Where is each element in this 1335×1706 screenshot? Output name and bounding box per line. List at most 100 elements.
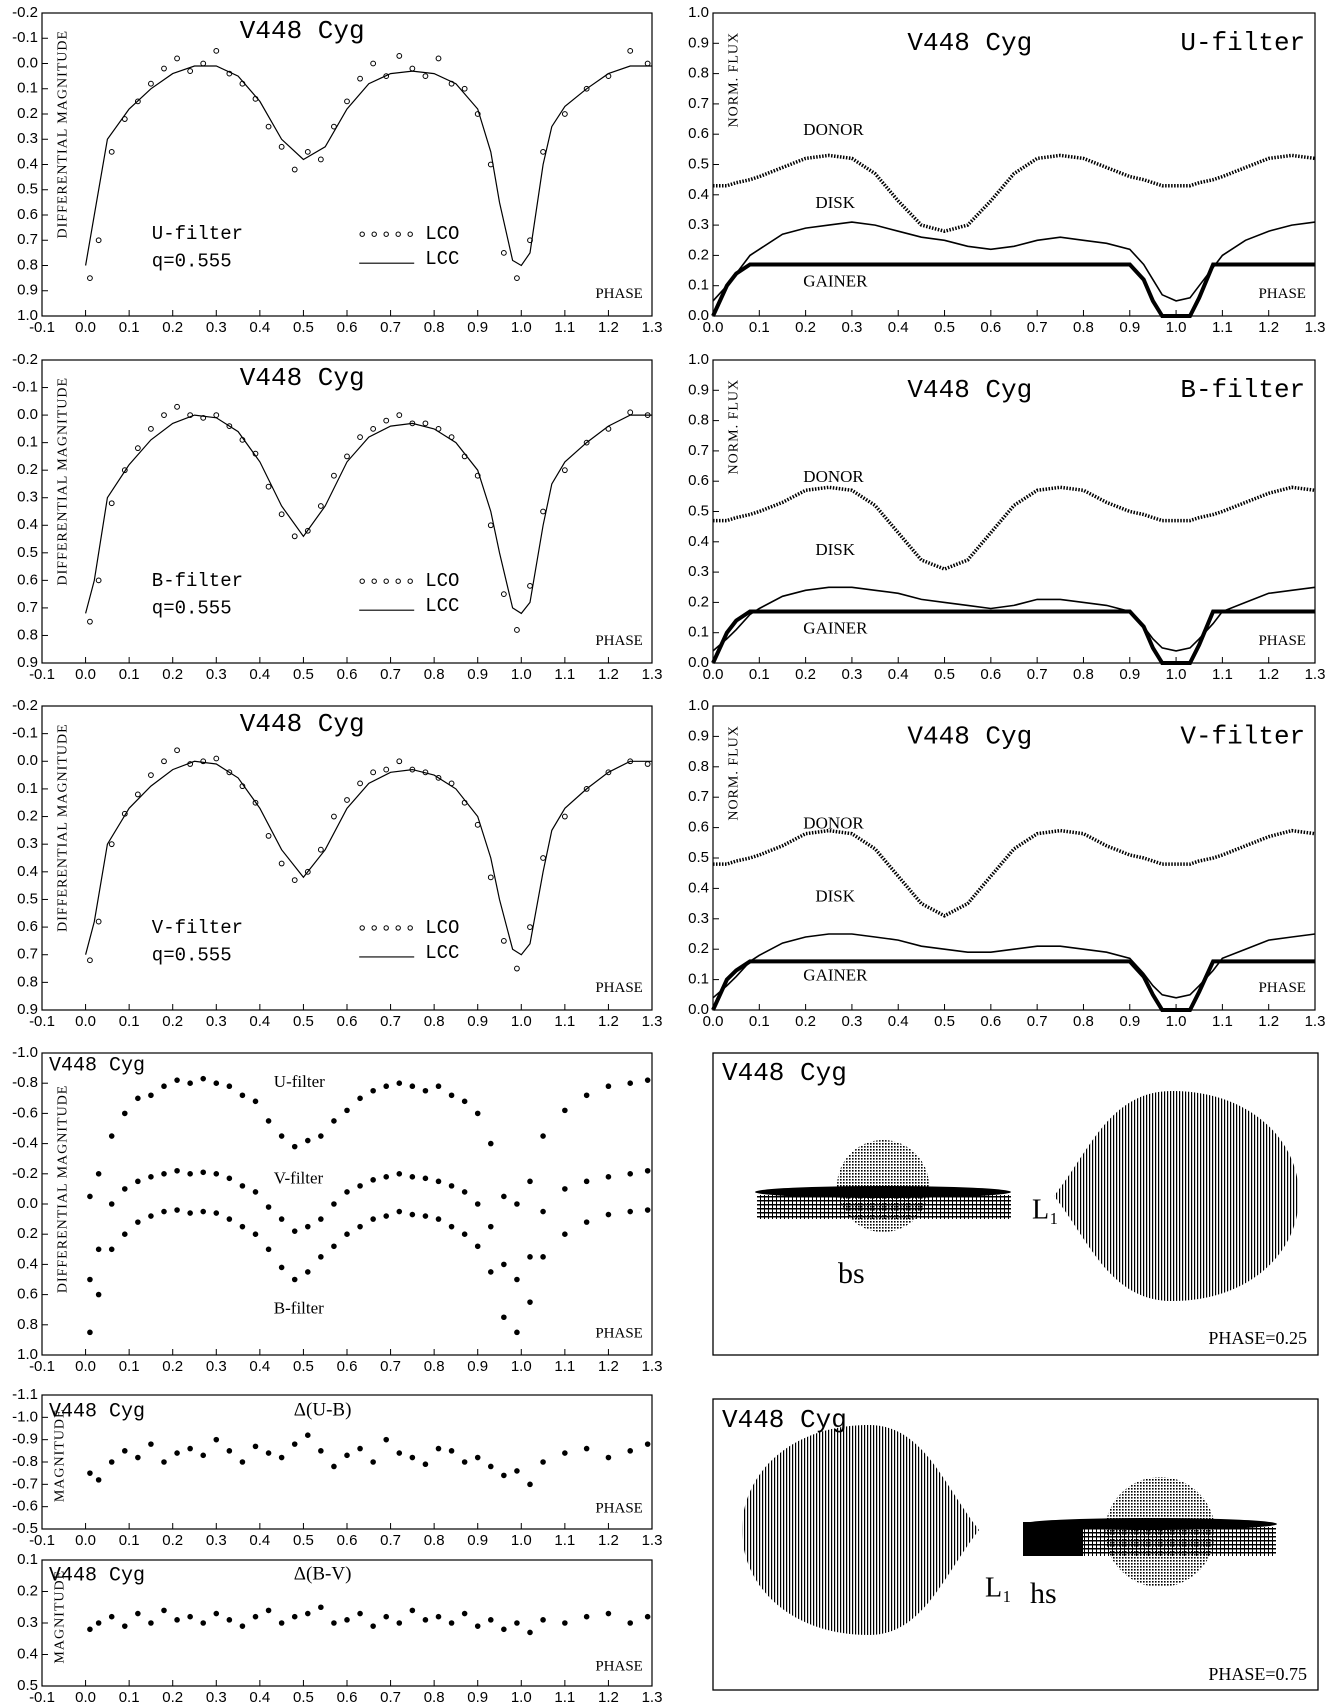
data-point — [461, 1098, 468, 1105]
data-point — [148, 1092, 154, 1099]
x-tick-label: 0.8 — [1073, 1013, 1094, 1030]
x-tick-label: 0.4 — [888, 666, 909, 683]
panel: 0.0 0.1 0.2 0.3 0.4 0.5 0.6 0.7 0.8 0.9 1.0 1.1 1.2 1… — [688, 351, 1325, 683]
legend-label: LCO — [425, 917, 459, 939]
x-tick-label: 0.3 — [841, 1013, 862, 1030]
data-point — [644, 60, 651, 67]
data-point — [95, 1291, 102, 1298]
data-point — [278, 1454, 285, 1461]
panel: -0.1 0.0 0.1 0.2 0.3 0.4 0.5 0.6 0.7 0.8 0.9 1.0 1.1… — [12, 1044, 662, 1375]
data-point — [252, 1231, 259, 1237]
data-point — [422, 420, 429, 427]
data-point — [344, 1452, 350, 1459]
y-tick-label: -1.0 — [12, 1408, 38, 1425]
legend-swatch — [383, 231, 389, 237]
x-tick-label: 0.7 — [380, 1013, 401, 1030]
series-label: V-filter — [274, 1169, 324, 1188]
y-tick-label: -0.9 — [12, 1431, 38, 1448]
data-point — [213, 47, 220, 54]
data-point — [317, 503, 324, 509]
x-tick-label: 0.7 — [380, 1358, 401, 1375]
x-tick-label: 1.2 — [598, 1532, 619, 1549]
filter-label: U-filter — [152, 223, 243, 245]
data-point — [344, 1189, 350, 1195]
x-tick-label: 0.8 — [424, 666, 445, 683]
data-point — [357, 75, 363, 82]
series-label: DISK — [815, 540, 855, 559]
x-tick-label: 0.7 — [380, 1532, 401, 1549]
data-point — [644, 1441, 651, 1447]
data-point — [501, 1314, 507, 1321]
chart-title: V448 Cyg — [49, 1564, 145, 1587]
y-tick-label: -0.8 — [12, 1453, 38, 1470]
data-point — [540, 148, 546, 155]
data-point — [344, 797, 350, 803]
diagram-frame — [712, 1398, 1319, 1691]
data-point — [527, 582, 533, 589]
data-point — [265, 123, 272, 130]
y-tick-label: 0.7 — [688, 95, 709, 112]
x-tick-label: 0.8 — [1073, 666, 1094, 683]
legend-swatch — [407, 231, 413, 237]
data-point — [422, 1087, 429, 1094]
data-point — [331, 1463, 337, 1470]
legend-swatch — [395, 578, 401, 584]
model-curve — [713, 485, 1316, 571]
data-point — [435, 1178, 442, 1185]
x-tick-label: 0.4 — [888, 1013, 909, 1030]
data-point — [409, 1211, 416, 1218]
y-tick-label: 0.2 — [17, 808, 38, 825]
y-tick-label: 0.4 — [688, 879, 709, 896]
data-point — [540, 1459, 546, 1465]
x-tick-label: 1.2 — [598, 1013, 619, 1030]
data-point — [108, 1459, 115, 1465]
model-curve — [712, 586, 1316, 652]
data-point — [200, 1620, 207, 1626]
x-tick-label: 0.1 — [119, 1358, 140, 1375]
x-tick-label: 0.2 — [162, 1532, 183, 1549]
x-tick-label: 0.5 — [293, 319, 314, 336]
x-tick-label: 0.7 — [1027, 666, 1048, 683]
series-label: GAINER — [803, 272, 868, 291]
y-tick-label: 0.0 — [17, 1195, 38, 1212]
data-point — [121, 1623, 128, 1629]
x-tick-label: 0.4 — [249, 1689, 270, 1706]
x-tick-label: 0.3 — [206, 319, 227, 336]
x-tick-label: 1.3 — [642, 1013, 663, 1030]
data-point — [540, 1133, 546, 1139]
y-tick-label: 0.3 — [17, 1614, 38, 1631]
data-point — [540, 1617, 546, 1623]
data-point — [252, 1098, 259, 1105]
data-point — [213, 1610, 220, 1617]
data-point — [422, 1617, 429, 1623]
data-point — [605, 1174, 612, 1180]
data-point — [291, 877, 298, 884]
x-tick-label: 0.2 — [162, 1013, 183, 1030]
data-point — [448, 1092, 455, 1099]
data-point — [108, 500, 115, 507]
data-point — [396, 1208, 403, 1215]
legend-swatch — [407, 925, 413, 931]
x-tick-label: 0.1 — [119, 319, 140, 336]
x-tick-label: 0.4 — [249, 1013, 270, 1030]
data-point — [514, 275, 520, 282]
legend-label: LCO — [425, 570, 459, 592]
x-tick-label: 0.6 — [980, 666, 1001, 683]
x-tick-label: 0.0 — [703, 1013, 724, 1030]
x-tick-label: 1.3 — [642, 319, 663, 336]
data-point — [318, 1604, 324, 1611]
data-point — [540, 1254, 546, 1260]
x-tick-label: 0.9 — [1119, 1013, 1140, 1030]
data-point — [108, 148, 115, 155]
data-point — [95, 1171, 102, 1177]
data-point — [527, 1481, 533, 1488]
y-tick-label: 0.6 — [688, 472, 709, 489]
x-tick-label: -0.1 — [29, 666, 55, 683]
x-tick-label: 1.0 — [1166, 1013, 1187, 1030]
x-tick-label: 1.0 — [511, 1013, 532, 1030]
data-point — [357, 434, 363, 441]
x-axis-label: PHASE — [595, 1500, 643, 1516]
chart-title: V448 Cyg — [240, 709, 365, 739]
y-tick-label: 0.8 — [688, 65, 709, 82]
